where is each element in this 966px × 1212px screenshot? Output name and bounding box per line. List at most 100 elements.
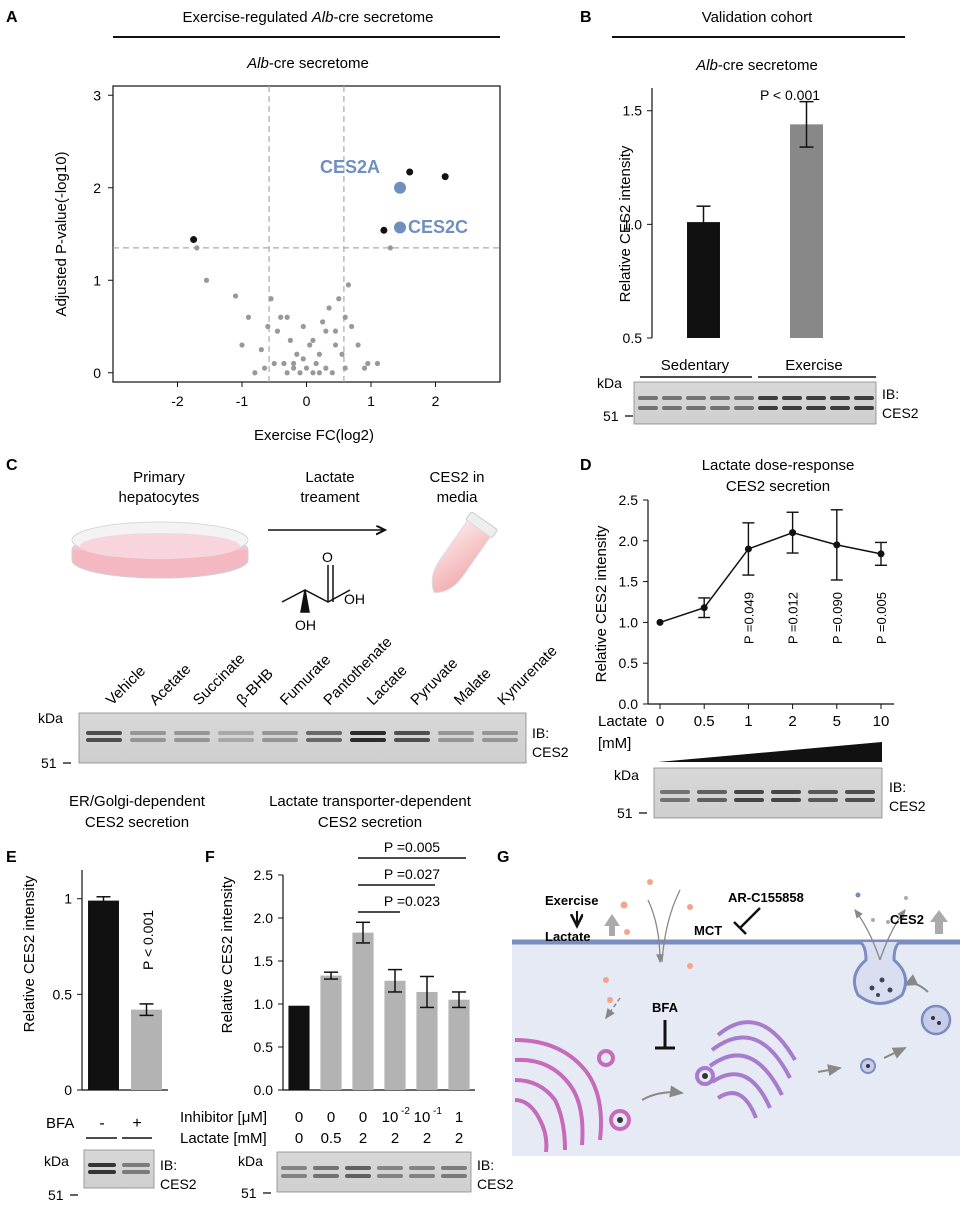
protein-point: [332, 342, 339, 348]
blot-band: [771, 790, 801, 794]
blot-band: [174, 731, 210, 735]
caption-transporter-2: CES2 secretion: [318, 814, 422, 831]
step3-line2: media: [437, 489, 479, 506]
point-ces2a: [394, 181, 407, 194]
blot-band: [758, 406, 778, 410]
blot-band: [660, 790, 690, 794]
panel-letter-e: E: [6, 849, 17, 866]
panel-b-ylabel: Relative CES2 intensity: [617, 145, 634, 302]
blot-band: [845, 798, 875, 802]
protein-point: [323, 365, 329, 371]
data-point: [877, 550, 885, 558]
endoplasmic-reticulum-icon: [514, 1038, 631, 1153]
panel-c-marker: 51: [41, 755, 57, 771]
label-ces2: CES2: [890, 912, 924, 927]
y-tick-label: 1.5: [254, 953, 274, 969]
significant-point: [380, 226, 388, 234]
blot-band: [394, 731, 430, 735]
pvalue-f-1: P =0.005: [384, 839, 440, 855]
panel-b-blot: [633, 381, 877, 425]
blot-band: [438, 738, 474, 742]
panel-f-marker: 51: [241, 1185, 257, 1201]
x-tick-label: 1: [367, 393, 375, 409]
blot-band: [345, 1166, 371, 1170]
blot-band: [313, 1174, 339, 1178]
protein-point: [345, 282, 352, 288]
lane-label-0: Vehicle: [103, 663, 149, 709]
y-tick-label: 2: [93, 180, 101, 196]
panel-c-ib-target: CES2: [532, 744, 569, 760]
protein-point: [281, 360, 287, 367]
blot-band: [394, 738, 430, 742]
tube-icon: [431, 511, 498, 594]
panel-letter-c: C: [6, 457, 18, 474]
protein-point: [316, 370, 322, 376]
blot-band: [281, 1174, 307, 1178]
step3-line1: CES2 in: [429, 469, 484, 486]
bar-3: [384, 980, 406, 1090]
data-point: [744, 545, 752, 553]
blot-band: [734, 406, 754, 410]
x-tick-label: 10: [873, 713, 890, 730]
protein-point: [355, 342, 361, 348]
panel-d-line-chart: 0.0 0.5 1.0 1.5 2.0 2.5 0 0.5 1 2 5 10 P =0.049 P =0.…: [619, 492, 894, 730]
y-tick-label: 0: [93, 365, 101, 381]
lactate-value: 2: [455, 1130, 463, 1147]
blot-band: [377, 1174, 403, 1178]
protein-point: [313, 360, 319, 367]
y-tick-label: 0.0: [254, 1082, 274, 1098]
blot-band: [281, 1166, 307, 1170]
inhibitor-label: Inhibitor [μM]: [180, 1109, 267, 1126]
blot-band: [854, 406, 874, 410]
panel-b: Validation cohort Alb-cre secretome Rela…: [597, 9, 919, 425]
x-tick-label: 0.5: [694, 713, 715, 730]
blot-band: [122, 1163, 150, 1167]
protein-point: [342, 365, 348, 371]
inhibitor-exponent: -2: [401, 1106, 410, 1117]
x-tick-label: 5: [833, 713, 841, 730]
blot-band: [734, 798, 764, 802]
blot-band: [262, 731, 298, 735]
data-point: [700, 604, 708, 612]
exocytosis-icon: [852, 892, 908, 1005]
blot-band: [638, 396, 658, 400]
panel-b-kda: kDa: [597, 375, 622, 391]
up-arrow-ces2-icon: [930, 910, 948, 934]
lane-label-1: Acetate: [146, 661, 194, 709]
panel-b-marker: 51: [603, 408, 619, 424]
y-tick-label: 3: [93, 87, 101, 103]
data-point: [789, 529, 797, 537]
label-ces2c: CES2C: [408, 217, 468, 237]
panel-a: Exercise-regulated Alb-cre secretome Alb…: [53, 9, 501, 444]
lactate-molecule-icon: [281, 565, 351, 613]
protein-point: [294, 351, 300, 357]
y-tick-label: 2.0: [254, 910, 274, 926]
step1-line1: Primary: [133, 469, 185, 486]
panel-e-ylabel: Relative CES2 intensity: [21, 875, 38, 1032]
protein-point: [291, 365, 297, 371]
step1-line2: hepatocytes: [119, 489, 200, 506]
lane-label-9: Kynurenate: [494, 643, 560, 709]
blot-band: [710, 406, 730, 410]
mol-oh-acid: OH: [344, 591, 365, 607]
inhibitor-value: 10: [382, 1109, 399, 1126]
blot-band: [345, 1174, 371, 1178]
lactate-label: Lactate [mM]: [180, 1130, 267, 1147]
panel-e-marker: 51: [48, 1187, 64, 1203]
protein-point: [329, 370, 335, 376]
panel-c-kda: kDa: [38, 710, 63, 726]
protein-point: [320, 319, 326, 325]
blot-band: [686, 396, 706, 400]
blot-band: [660, 798, 690, 802]
label-exercise: Exercise: [545, 893, 599, 908]
x-tick-label: 2: [788, 713, 796, 730]
x-tick-label: 2: [432, 393, 440, 409]
lactate-value: 0: [295, 1130, 303, 1147]
caption-er-golgi-1: ER/Golgi-dependent: [69, 793, 206, 810]
panel-f-ib-target: CES2: [477, 1176, 514, 1192]
inhibitor-exponent: -1: [433, 1106, 442, 1117]
panel-g: Exercise Lactate AR-C155858 MCT BFA: [512, 879, 960, 1156]
panel-b-title: Alb-cre secretome: [695, 57, 818, 74]
blot-band: [662, 396, 682, 400]
panel-d: Lactate dose-response CES2 secretion Rel…: [593, 457, 926, 821]
